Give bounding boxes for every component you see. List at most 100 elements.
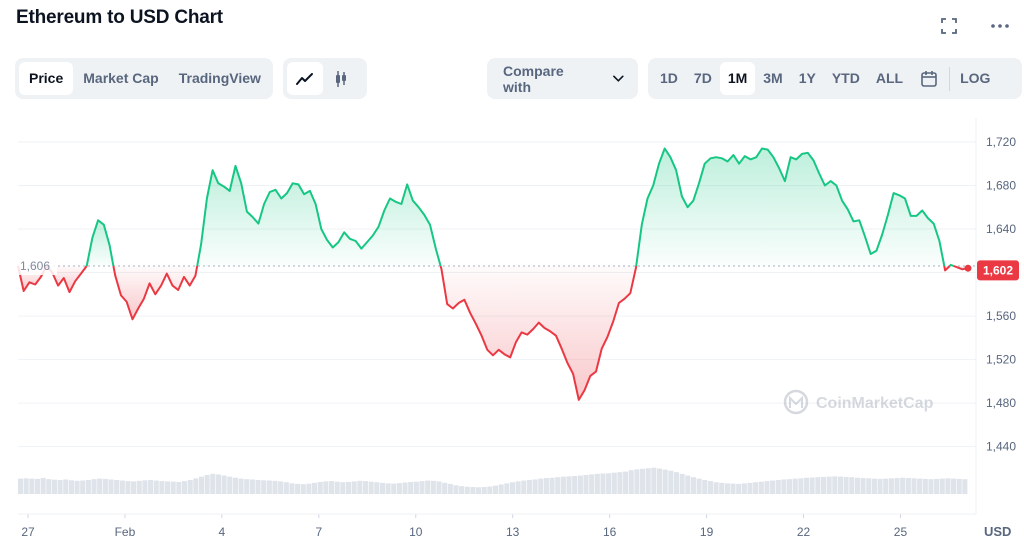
volume-bar [809, 477, 815, 494]
volume-bar [792, 478, 798, 494]
current-price-label: 1,602 [983, 263, 1013, 277]
volume-bar [244, 479, 250, 494]
range-1d[interactable]: 1D [660, 70, 678, 86]
volume-bar [634, 469, 640, 494]
volume-bar [781, 479, 787, 494]
volume-bar [255, 480, 261, 494]
volume-bar [515, 481, 521, 494]
volume-bar [679, 473, 685, 494]
line-chart-icon[interactable] [287, 62, 323, 95]
volume-bar [198, 476, 205, 494]
volume-bar [696, 478, 702, 494]
volume-bar [549, 477, 555, 494]
log-scale-toggle[interactable]: LOG [960, 70, 991, 86]
volume-bar [23, 478, 29, 494]
more-options-icon[interactable] [988, 14, 1012, 38]
volume-bar [238, 478, 244, 494]
area-fill-up [86, 220, 114, 266]
range-1y[interactable]: 1Y [798, 70, 816, 86]
volume-bar [832, 476, 838, 494]
tab-price[interactable]: Price [19, 62, 74, 95]
volume-bar [487, 486, 493, 494]
range-ytd[interactable]: YTD [831, 70, 860, 86]
volume-bar [323, 481, 329, 494]
volume-bar [442, 482, 448, 494]
volume-bar [917, 478, 923, 494]
tab-market-cap[interactable]: Market Cap [83, 70, 159, 86]
volume-bar [843, 476, 849, 494]
volume-bar [436, 481, 442, 494]
volume-bar [911, 478, 917, 494]
x-tick-label: 13 [506, 525, 520, 539]
volume-bar [871, 478, 877, 494]
coinmarketcap-watermark: CoinMarketCap [783, 389, 934, 415]
volume-bar [747, 482, 753, 494]
compare-label: Compare with [503, 62, 564, 95]
x-tick-label: 25 [894, 525, 908, 539]
volume-bar [826, 476, 832, 494]
chevron-down-icon [613, 75, 624, 82]
volume-bar [278, 481, 284, 494]
volume-bar [425, 480, 431, 494]
volume-bar [18, 478, 24, 494]
volume-bar [187, 480, 193, 494]
volume-bar [509, 482, 516, 494]
range-7d[interactable]: 7D [693, 70, 712, 86]
candlestick-chart-icon[interactable] [323, 62, 359, 95]
volume-bar [962, 479, 968, 494]
area-fill-down [440, 266, 637, 400]
volume-bar [340, 482, 346, 494]
volume-bar [741, 483, 747, 494]
range-3m[interactable]: 3M [763, 70, 783, 86]
tab-tradingview[interactable]: TradingView [178, 70, 261, 86]
range-all[interactable]: ALL [875, 70, 904, 86]
volume-bar [221, 475, 227, 494]
area-fill-up [197, 165, 441, 266]
volume-bar [560, 476, 566, 494]
volume-bar [68, 480, 74, 494]
y-tick-label: 1,480 [986, 396, 1016, 410]
volume-bar [312, 482, 318, 494]
price-chart: 1,4401,4801,5201,5601,6001,6401,6801,720… [15, 118, 1019, 539]
fullscreen-icon[interactable] [937, 14, 961, 38]
volume-bar [374, 482, 380, 494]
volume-bar [668, 470, 674, 494]
volume-bar [651, 467, 657, 494]
volume-bar [611, 472, 617, 494]
volume-bar [719, 482, 725, 494]
volume-bar [894, 478, 900, 494]
price-line-up [85, 219, 115, 267]
volume-bar [114, 480, 120, 494]
volume-bar [628, 470, 634, 494]
current-price-tag [977, 260, 1019, 281]
chart-style-toggle [283, 58, 367, 99]
volume-bar [295, 483, 301, 494]
page-title: Ethereum to USD Chart [16, 7, 223, 28]
volume-bar [362, 481, 368, 494]
last-price-point [964, 264, 972, 272]
volume-bar [379, 482, 385, 494]
volume-bar [724, 483, 730, 494]
compare-with-dropdown[interactable]: Compare with [487, 58, 638, 99]
volume-bar [419, 481, 425, 494]
volume-bar [153, 480, 159, 494]
x-tick-label: 7 [315, 525, 322, 539]
volume-bar [181, 481, 188, 494]
volume-bar [905, 478, 911, 494]
volume-bar [900, 477, 906, 494]
calendar-icon[interactable] [911, 62, 947, 95]
volume-bar [526, 480, 532, 494]
volume-bar [193, 478, 199, 494]
volume-bar [493, 485, 499, 494]
volume-bar [119, 480, 125, 494]
volume-bar [51, 479, 57, 494]
volume-bar [131, 481, 137, 494]
volume-bar [165, 481, 171, 494]
range-1m[interactable]: 1M [719, 62, 756, 95]
volume-bar [758, 481, 764, 494]
volume-bar [136, 480, 142, 494]
x-tick-label: 27 [21, 525, 35, 539]
volume-bar [142, 480, 148, 494]
y-tick-label: 1,720 [986, 135, 1016, 149]
volume-bar [934, 478, 940, 494]
